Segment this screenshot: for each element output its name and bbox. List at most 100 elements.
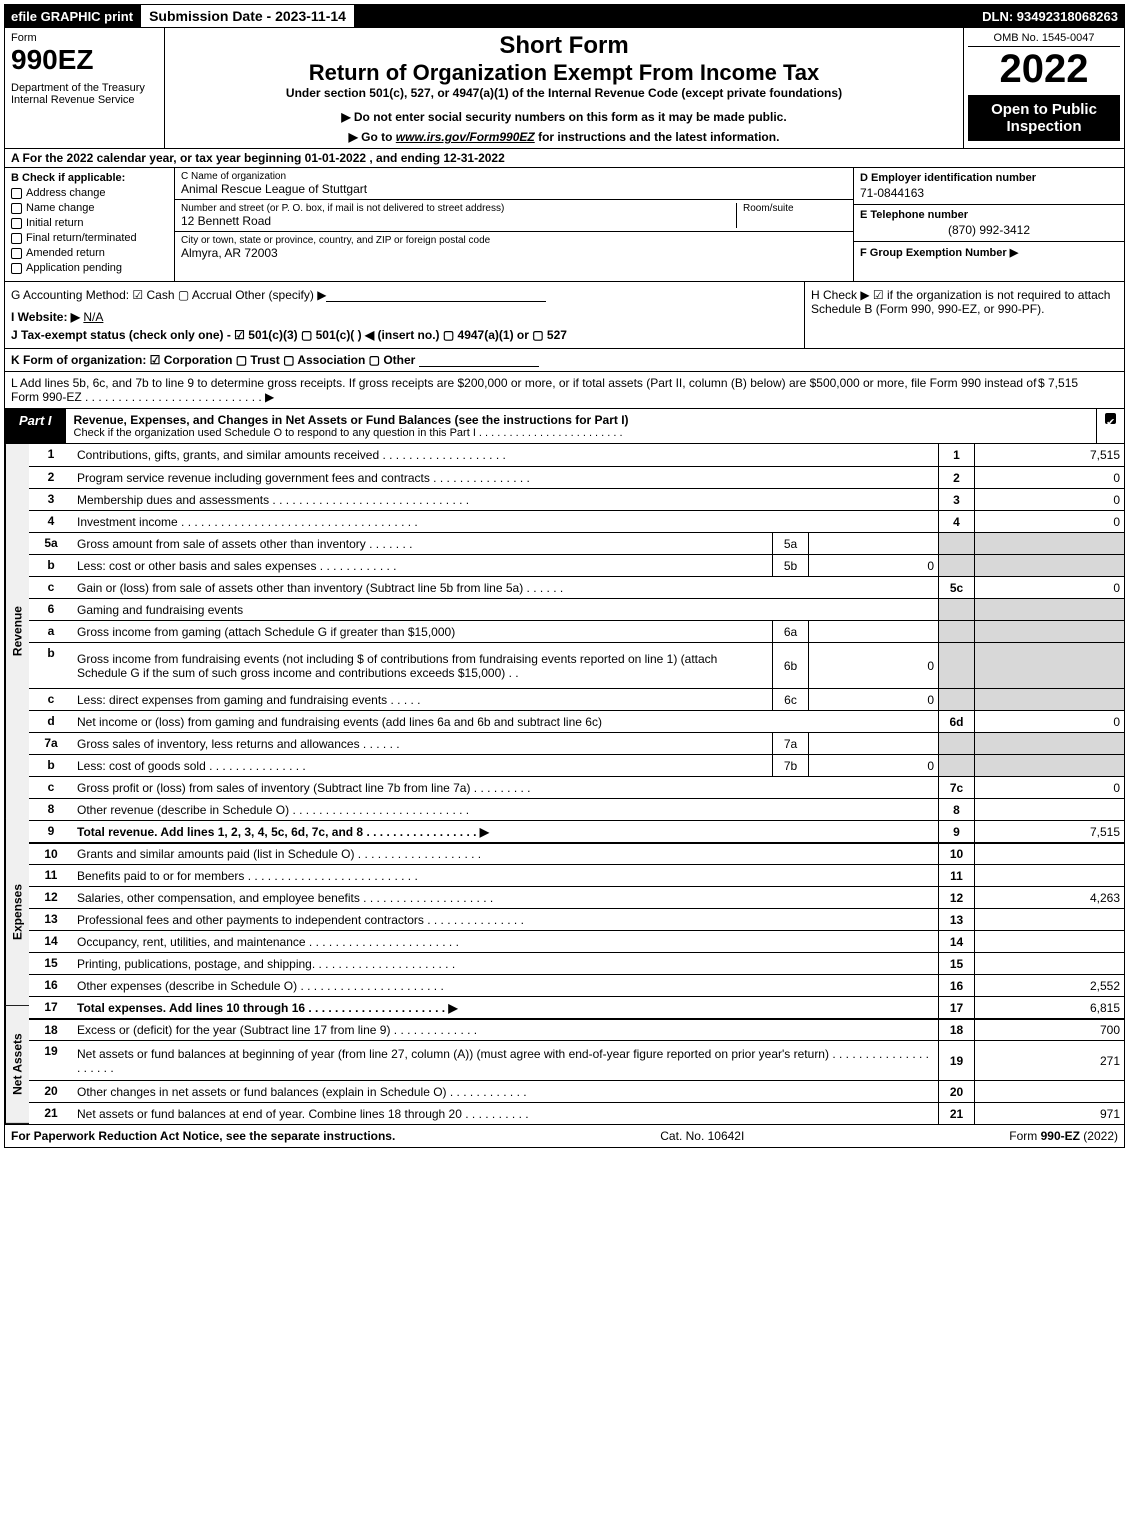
cb-initial-return[interactable]: Initial return (11, 217, 168, 229)
cb-application-pending[interactable]: Application pending (11, 262, 168, 274)
line-6d-ref: 6d (938, 711, 974, 732)
line-18-ref: 18 (938, 1020, 974, 1040)
line-2: 2 Program service revenue including gove… (29, 466, 1124, 488)
line-5b: b Less: cost or other basis and sales ex… (29, 554, 1124, 576)
line-1-ref: 1 (938, 444, 974, 466)
line-12-desc: Salaries, other compensation, and employ… (73, 887, 938, 908)
line-18-num: 18 (29, 1020, 73, 1040)
goto-post: for instructions and the latest informat… (535, 130, 780, 144)
line-7a-ref (938, 733, 974, 754)
line-12-num: 12 (29, 887, 73, 908)
right-block: OMB No. 1545-0047 2022 Open to Public In… (964, 28, 1124, 148)
line-13-ref: 13 (938, 909, 974, 930)
line-17: 17 Total expenses. Add lines 10 through … (29, 996, 1124, 1018)
line-5a-sub: 5a (772, 533, 808, 554)
line-12-amt: 4,263 (974, 887, 1124, 908)
line-16: 16 Other expenses (describe in Schedule … (29, 974, 1124, 996)
cb-amended-return-label: Amended return (26, 247, 105, 259)
row-k-org-form: K Form of organization: ☑ Corporation ▢ … (4, 349, 1125, 372)
row-g-underline[interactable] (326, 301, 546, 302)
line-21-num: 21 (29, 1103, 73, 1124)
form-number: 990EZ (11, 44, 158, 76)
line-4: 4 Investment income . . . . . . . . . . … (29, 510, 1124, 532)
line-6-amt (974, 599, 1124, 620)
line-8: 8 Other revenue (describe in Schedule O)… (29, 798, 1124, 820)
line-18: 18 Excess or (deficit) for the year (Sub… (29, 1018, 1124, 1040)
line-7b-ref (938, 755, 974, 776)
line-19-amt: 271 (974, 1041, 1124, 1080)
line-6c-sv: 0 (808, 689, 938, 710)
line-5b-sub: 5b (772, 555, 808, 576)
line-7a-num: 7a (29, 733, 73, 754)
line-6b-num: b (29, 643, 73, 688)
org-name-value: Animal Rescue League of Stuttgart (181, 182, 847, 196)
section-labels-column: Revenue Expenses Net Assets (5, 444, 29, 1124)
line-7c-desc: Gross profit or (loss) from sales of inv… (73, 777, 938, 798)
open-to-public: Open to Public Inspection (968, 95, 1120, 141)
cb-name-change[interactable]: Name change (11, 202, 168, 214)
cb-final-return[interactable]: Final return/terminated (11, 232, 168, 244)
row-k-text: K Form of organization: ☑ Corporation ▢ … (11, 353, 415, 367)
line-10: 10 Grants and similar amounts paid (list… (29, 842, 1124, 864)
line-5b-num: b (29, 555, 73, 576)
line-6-ref (938, 599, 974, 620)
line-8-amt (974, 799, 1124, 820)
line-6a-num: a (29, 621, 73, 642)
line-4-ref: 4 (938, 511, 974, 532)
line-6b-sub: 6b (772, 643, 808, 688)
line-18-desc: Excess or (deficit) for the year (Subtra… (73, 1020, 938, 1040)
part-1-checkbox-cell[interactable] (1096, 409, 1124, 443)
title-block: Short Form Return of Organization Exempt… (165, 28, 964, 148)
line-6d-num: d (29, 711, 73, 732)
line-5c-amt: 0 (974, 577, 1124, 598)
cb-address-change[interactable]: Address change (11, 187, 168, 199)
line-7c-num: c (29, 777, 73, 798)
line-15-ref: 15 (938, 953, 974, 974)
line-3-ref: 3 (938, 489, 974, 510)
ein-value: 71-0844163 (860, 186, 1118, 200)
line-1-desc: Contributions, gifts, grants, and simila… (73, 444, 938, 466)
dln-label: DLN: 93492318068263 (976, 7, 1124, 26)
row-k-underline[interactable] (419, 366, 539, 367)
omb-number: OMB No. 1545-0047 (968, 32, 1120, 47)
line-12: 12 Salaries, other compensation, and emp… (29, 886, 1124, 908)
line-16-num: 16 (29, 975, 73, 996)
line-5c-ref: 5c (938, 577, 974, 598)
line-15-desc: Printing, publications, postage, and shi… (73, 953, 938, 974)
line-14-desc: Occupancy, rent, utilities, and maintena… (73, 931, 938, 952)
irs-link[interactable]: www.irs.gov/Form990EZ (396, 130, 535, 144)
row-l-amount: $ 7,515 (1038, 376, 1118, 404)
col-c-org-info: C Name of organization Animal Rescue Lea… (175, 168, 854, 281)
row-a-calendar-year: A For the 2022 calendar year, or tax yea… (4, 149, 1125, 168)
row-g-accounting: G Accounting Method: ☑ Cash ▢ Accrual Ot… (5, 282, 804, 348)
part-1-title: Revenue, Expenses, and Changes in Net As… (66, 409, 1096, 443)
return-title: Return of Organization Exempt From Incom… (171, 60, 957, 86)
line-19-ref: 19 (938, 1041, 974, 1080)
line-11-num: 11 (29, 865, 73, 886)
line-8-desc: Other revenue (describe in Schedule O) .… (73, 799, 938, 820)
col-b-label: B Check if applicable: (11, 172, 168, 184)
block-bcdef: B Check if applicable: Address change Na… (4, 168, 1125, 282)
row-gh: G Accounting Method: ☑ Cash ▢ Accrual Ot… (4, 282, 1125, 349)
efile-print-label[interactable]: efile GRAPHIC print (5, 7, 139, 26)
ssn-note: ▶ Do not enter social security numbers o… (171, 110, 957, 124)
line-12-ref: 12 (938, 887, 974, 908)
line-5a: 5a Gross amount from sale of assets othe… (29, 532, 1124, 554)
line-6c-ref (938, 689, 974, 710)
line-11-desc: Benefits paid to or for members . . . . … (73, 865, 938, 886)
line-6a: a Gross income from gaming (attach Sched… (29, 620, 1124, 642)
room-label: Room/suite (743, 203, 847, 214)
ein-label: D Employer identification number (860, 172, 1118, 184)
line-14-num: 14 (29, 931, 73, 952)
line-21-ref: 21 (938, 1103, 974, 1124)
cb-amended-return[interactable]: Amended return (11, 247, 168, 259)
line-6: 6 Gaming and fundraising events (29, 598, 1124, 620)
addr-label: Number and street (or P. O. box, if mail… (181, 203, 730, 214)
line-15: 15 Printing, publications, postage, and … (29, 952, 1124, 974)
org-name-label: C Name of organization (181, 171, 847, 182)
line-6b-sv: 0 (808, 643, 938, 688)
line-13-amt (974, 909, 1124, 930)
top-bar-left: efile GRAPHIC print Submission Date - 20… (5, 5, 356, 27)
col-def: D Employer identification number 71-0844… (854, 168, 1124, 281)
line-6c: c Less: direct expenses from gaming and … (29, 688, 1124, 710)
